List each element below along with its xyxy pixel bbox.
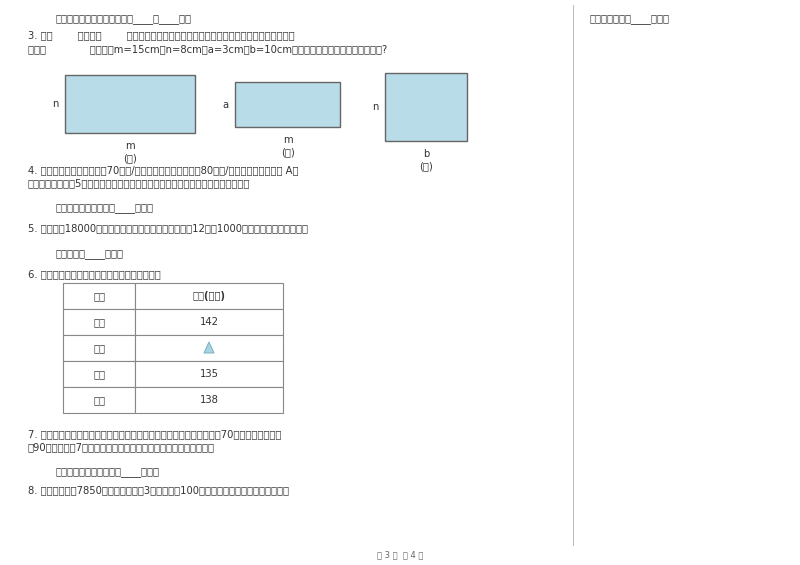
Text: 138: 138 <box>199 395 218 405</box>
Bar <box>63 283 135 309</box>
Text: 第 3 页  共 4 页: 第 3 页 共 4 页 <box>377 550 423 559</box>
Bar <box>385 73 467 141</box>
Text: 小强: 小强 <box>93 343 105 353</box>
Text: a: a <box>222 99 228 110</box>
Bar <box>235 82 340 127</box>
Bar <box>65 75 195 133</box>
Text: 答：两车之间的距离是____千米。: 答：两车之间的距离是____千米。 <box>55 203 153 213</box>
Text: 4. 已知甲汽车的平均速度是70千米/时，乙汽车的平均速度是80千米/时，两辆汽车同时从 A地: 4. 已知甲汽车的平均速度是70千米/时，乙汽车的平均速度是80千米/时，两辆汽… <box>28 165 298 175</box>
Text: 身高(厘米): 身高(厘米) <box>193 291 226 301</box>
Text: m: m <box>282 135 292 145</box>
Text: 答：三年级和四年级各有学生____、____人。: 答：三年级和四年级各有学生____、____人。 <box>55 14 191 24</box>
Text: 5. 波斯瘿有18000克。非洲象的重量是波斯瘿的重量的12倍还1000克，非洲象有多少千克？: 5. 波斯瘿有18000克。非洲象的重量是波斯瘿的重量的12倍还1000克，非洲… <box>28 223 308 233</box>
Text: 142: 142 <box>199 317 218 327</box>
Bar <box>63 361 135 387</box>
Text: 出发，相背而行。5小时后，两车之间的距离是多少千米？（先画图整理，再解答）: 出发，相背而行。5小时后，两车之间的距离是多少千米？（先画图整理，再解答） <box>28 178 250 188</box>
Text: 答：这时甲车离上海还有____千米。: 答：这时甲车离上海还有____千米。 <box>55 467 159 477</box>
Text: 答：洲象有____千克。: 答：洲象有____千克。 <box>55 249 123 259</box>
Text: 小刑: 小刑 <box>93 369 105 379</box>
Bar <box>63 387 135 413</box>
Bar <box>63 309 135 335</box>
Bar <box>135 361 283 387</box>
Text: (二): (二) <box>281 147 294 157</box>
Text: (一): (一) <box>123 153 137 163</box>
Text: 135: 135 <box>199 369 218 379</box>
Text: n: n <box>372 102 378 112</box>
Text: n: n <box>52 99 58 109</box>
Text: 姓名: 姓名 <box>93 291 105 301</box>
Bar <box>135 335 283 361</box>
Polygon shape <box>204 342 214 353</box>
Text: m: m <box>125 141 135 151</box>
Text: 3. 第（        ）个和（        ）个长方形可以拼成一个新的大长方形，拼成后的面积用字母表: 3. 第（ ）个和（ ）个长方形可以拼成一个新的大长方形，拼成后的面积用字母表 <box>28 30 294 40</box>
Text: 答：平均每车运____千克。: 答：平均每车运____千克。 <box>590 14 670 24</box>
Text: 平均: 平均 <box>93 395 105 405</box>
Text: 6. 下面的表格破损了，你能算出小强的身高吗？: 6. 下面的表格破损了，你能算出小强的身高吗？ <box>28 269 161 279</box>
Text: (三): (三) <box>419 161 433 171</box>
Text: 8. 学校食堂买了7850千克大米，运了3车后，还剩100千克没运。平均每车运多少千克？: 8. 学校食堂买了7850千克大米，运了3车后，还剩100千克没运。平均每车运多… <box>28 485 289 495</box>
Bar <box>135 387 283 413</box>
Bar <box>135 283 283 309</box>
Text: 示是（              ）。如果m=15cm，n=8cm，a=3cm，b=10cm，那拼成后的面积是多少平方厘米?: 示是（ ）。如果m=15cm，n=8cm，a=3cm，b=10cm，那拼成后的面… <box>28 44 387 54</box>
Bar <box>63 335 135 361</box>
Text: 行90千米，经过7小时，乙车到达上海，这时甲车离上海还有多远？: 行90千米，经过7小时，乙车到达上海，这时甲车离上海还有多远？ <box>28 442 215 452</box>
Text: 7. 甲乙两辆汽车同时从连云港出发，途经南京开往上海。甲车每小时行70千米，乙车每小时: 7. 甲乙两辆汽车同时从连云港出发，途经南京开往上海。甲车每小时行70千米，乙车… <box>28 429 282 439</box>
Text: 小红: 小红 <box>93 317 105 327</box>
Bar <box>135 309 283 335</box>
Text: b: b <box>423 149 429 159</box>
